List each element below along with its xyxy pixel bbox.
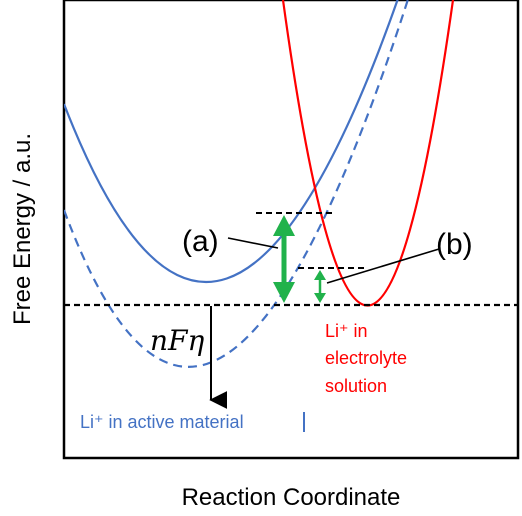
blue-dashed-curve bbox=[64, 0, 409, 368]
green-arrow-a bbox=[273, 215, 295, 303]
leader-line-a bbox=[227, 237, 279, 249]
leader-line-b bbox=[326, 248, 440, 284]
red-curve bbox=[281, 0, 455, 307]
active-material-label: Li⁺ in active material bbox=[80, 412, 244, 432]
y-axis-label: Free Energy / a.u. bbox=[9, 133, 36, 325]
label-a: (a) bbox=[182, 225, 219, 258]
blue-solid-curve bbox=[64, 0, 399, 284]
x-axis-label: Reaction Coordinate bbox=[182, 484, 401, 511]
electrolyte-label-line3: solution bbox=[325, 376, 387, 396]
green-arrow-b bbox=[314, 270, 326, 303]
electrolyte-label-line2: electrolyte bbox=[325, 348, 407, 368]
electrolyte-label-line1: Li⁺ in bbox=[325, 321, 368, 341]
plot-frame bbox=[62, 0, 520, 460]
label-b: (b) bbox=[436, 228, 473, 261]
overpotential-label: nFη bbox=[150, 324, 204, 357]
